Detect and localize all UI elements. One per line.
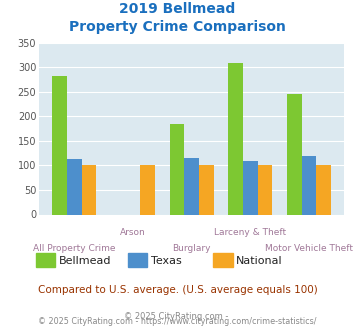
Bar	[316, 165, 331, 215]
Bar	[184, 158, 199, 214]
Text: Larceny & Theft: Larceny & Theft	[214, 228, 286, 237]
Text: © 2025 CityRating.com -: © 2025 CityRating.com -	[124, 312, 231, 321]
Bar	[67, 159, 82, 214]
Text: Arson: Arson	[120, 228, 146, 237]
Text: All Property Crime: All Property Crime	[33, 244, 115, 253]
Text: Burglary: Burglary	[173, 244, 211, 253]
Bar	[199, 165, 214, 215]
Text: Property Crime Comparison: Property Crime Comparison	[69, 20, 286, 34]
Bar	[52, 76, 67, 215]
Bar	[82, 165, 96, 215]
Text: National: National	[236, 256, 283, 266]
Text: © 2025 CityRating.com - https://www.cityrating.com/crime-statistics/: © 2025 CityRating.com - https://www.city…	[38, 317, 317, 326]
Bar	[302, 156, 316, 214]
Text: Motor Vehicle Theft: Motor Vehicle Theft	[265, 244, 353, 253]
Bar	[243, 161, 258, 215]
Bar	[287, 94, 302, 214]
Bar	[258, 165, 272, 215]
Text: Compared to U.S. average. (U.S. average equals 100): Compared to U.S. average. (U.S. average …	[38, 285, 317, 295]
Bar	[170, 124, 184, 214]
Bar	[228, 62, 243, 214]
Text: Bellmead: Bellmead	[59, 256, 111, 266]
Bar	[140, 165, 155, 215]
Text: Texas: Texas	[151, 256, 182, 266]
Text: 2019 Bellmead: 2019 Bellmead	[119, 2, 236, 16]
